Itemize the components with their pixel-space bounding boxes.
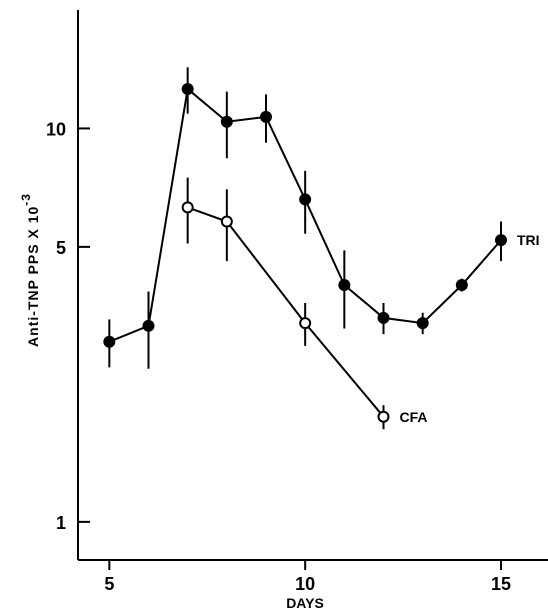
series-label: CFA: [400, 409, 428, 425]
y-tick-label: 1: [56, 513, 66, 533]
data-point: [495, 234, 507, 247]
data-point: [260, 110, 272, 123]
data-point: [416, 317, 429, 330]
x-tick-label: 10: [295, 574, 315, 594]
x-tick-label: 5: [104, 574, 114, 594]
data-point: [142, 319, 155, 332]
y-label-exponent: -3: [19, 193, 33, 206]
y-label-text: Anti-TNP PPS X 10: [25, 206, 41, 347]
data-point: [181, 82, 194, 95]
y-tick-label: 10: [46, 119, 66, 139]
x-axis-label: DAYS: [286, 595, 324, 611]
data-point: [377, 311, 390, 324]
data-point: [455, 279, 468, 291]
y-tick-label: 5: [56, 238, 66, 258]
data-point: [220, 215, 233, 228]
data-point: [299, 193, 312, 206]
data-point: [338, 279, 351, 291]
data-point: [181, 201, 194, 214]
data-point: [377, 410, 390, 423]
series-line: [187, 206, 385, 418]
data-point: [299, 317, 312, 330]
data-point: [220, 115, 233, 128]
y-axis-label: Anti-TNP PPS X 10-3: [19, 193, 41, 347]
data-point: [103, 335, 116, 348]
x-tick-label: 15: [491, 574, 511, 594]
series-label: TRI: [517, 232, 540, 248]
